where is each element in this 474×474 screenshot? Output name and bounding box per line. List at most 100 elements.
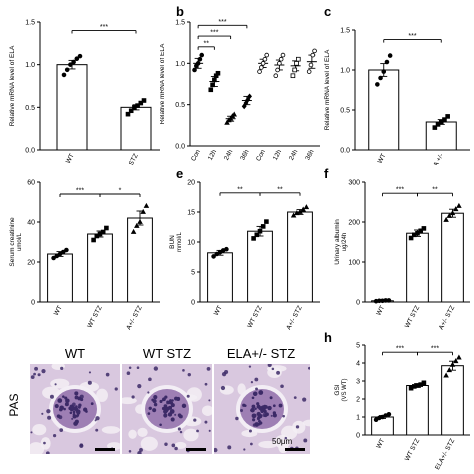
tubule-lumen: [96, 388, 108, 402]
chart-1-point: [312, 48, 317, 54]
chart-6-point: [421, 380, 427, 386]
tubular-nucleus: [136, 366, 140, 370]
tubular-nucleus: [49, 394, 54, 399]
chart-5-point: [456, 202, 462, 208]
chart-4-point: [290, 212, 297, 218]
chart-3-y-tick-label: 60: [27, 180, 35, 187]
glomerular-nucleus: [163, 404, 168, 408]
glomerular-nucleus: [254, 407, 257, 410]
micrograph-title-ela-stz: ELA+/- STZ: [226, 346, 296, 361]
chart-6-point: [386, 412, 392, 417]
chart-4-y-unit: mmol/L: [177, 232, 183, 252]
chart-5-point: [446, 212, 453, 218]
tubule-lumen: [122, 397, 137, 405]
tubular-nucleus: [204, 420, 208, 424]
micrograph-title-wt-stz: WT STZ: [142, 346, 192, 361]
tubular-nucleus: [186, 394, 190, 398]
tubular-nucleus: [30, 431, 33, 434]
chart-1-point: [292, 67, 298, 73]
tubular-nucleus: [206, 367, 211, 371]
glomerular-nucleus: [176, 396, 181, 402]
chart-6-point: [452, 358, 459, 364]
tubular-nucleus: [71, 417, 74, 420]
chart-1-point: [273, 73, 279, 79]
glomerular-nucleus: [258, 406, 263, 411]
glomerular-nucleus: [272, 404, 276, 408]
chart-5-point: [443, 216, 449, 222]
chart-1-point: [199, 52, 205, 58]
chart-0-y-tick-label: 0.0: [25, 148, 35, 155]
tubule-lumen: [258, 440, 278, 449]
tubular-nucleus: [303, 438, 308, 443]
glomerular-nucleus: [54, 403, 59, 409]
tubular-nucleus: [267, 364, 272, 368]
tubular-nucleus: [295, 425, 300, 429]
chart-2-point: [384, 59, 390, 65]
chart-4-point: [264, 219, 269, 224]
tubule-lumen: [30, 442, 45, 454]
chart-5-x-tick-label: WT STZ: [404, 305, 421, 330]
glomerular-nucleus: [171, 399, 174, 402]
micrograph-wt-stz: [122, 364, 212, 454]
chart-1-x-tick-label: 24h: [288, 148, 299, 161]
chart-2-point: [432, 125, 438, 130]
tubular-nucleus: [179, 430, 183, 434]
chart-6-y-tick-label: 4: [356, 361, 360, 368]
tubular-nucleus: [161, 398, 165, 402]
chart-6-y-label: GSI: [334, 384, 341, 395]
glomerular-nucleus: [263, 409, 267, 414]
chart-2-point: [375, 82, 380, 87]
glomerular-nucleus: [252, 413, 257, 418]
tubule-lumen: [183, 428, 199, 442]
tubular-nucleus: [255, 387, 258, 391]
micrograph-ela-stz: [214, 364, 310, 454]
chart-3-x-tick-label: WT: [53, 305, 64, 317]
glomerular-nucleus: [269, 396, 273, 400]
glomerular-nucleus: [159, 399, 163, 403]
glomerular-nucleus: [257, 413, 263, 419]
chart-4-y-tick-label: 15: [187, 210, 195, 217]
tubular-nucleus: [139, 448, 143, 452]
tubule-lumen: [241, 429, 258, 438]
tubular-nucleus: [126, 371, 131, 375]
chart-panel-c: 0.0 0.5 1.0 1.5 Relative mRNA level of ELA WT…: [324, 28, 470, 165]
glomerular-nucleus: [272, 411, 277, 415]
tubule-lumen: [281, 425, 298, 440]
chart-3-point: [64, 247, 69, 253]
glomerular-nucleus: [76, 410, 81, 415]
chart-2-y-tick-label: 0.5: [340, 108, 350, 115]
glomerular-nucleus: [153, 402, 158, 407]
chart-1-point: [308, 62, 314, 68]
tubular-nucleus: [177, 427, 181, 431]
chart-2-x-tick-label: ELA +/-: [429, 153, 445, 165]
glomerular-nucleus: [152, 408, 157, 413]
chart-5-point: [408, 235, 414, 241]
glomerular-nucleus: [278, 403, 283, 408]
chart-1-x-tick-label: 12h: [272, 148, 283, 161]
chart-4-bar: [287, 211, 313, 303]
tubular-nucleus: [131, 395, 135, 399]
chart-6-point: [443, 372, 449, 378]
glomerular-nucleus: [251, 396, 255, 400]
tubular-nucleus: [196, 429, 199, 433]
chart-panel-b: 0.0 0.5 1.0 1.5 Relative mRNA level of ELA Co…: [160, 19, 320, 162]
chart-5-point: [418, 228, 424, 234]
chart-3-point: [51, 255, 56, 261]
tubular-nucleus: [46, 409, 51, 414]
chart-2-y-tick-label: 1.5: [340, 28, 350, 35]
chart-3-point: [100, 229, 106, 235]
chart-4-point: [260, 224, 266, 229]
glomerular-nucleus: [57, 398, 63, 403]
chart-4-sig-label: **: [237, 186, 243, 193]
chart-2-bar: [368, 69, 400, 151]
glomerular-nucleus: [170, 417, 175, 422]
chart-0-sig-label: ***: [100, 24, 108, 31]
chart-0-point: [64, 67, 70, 73]
chart-4-sig-label: **: [277, 186, 283, 193]
chart-4-point: [297, 208, 303, 214]
chart-1-y-tick-label: 0.5: [175, 102, 185, 109]
chart-6-y-tick-label: 0: [356, 433, 360, 440]
chart-1-point: [290, 73, 296, 79]
chart-1-point: [212, 77, 217, 83]
glomerular-nucleus: [165, 409, 169, 413]
